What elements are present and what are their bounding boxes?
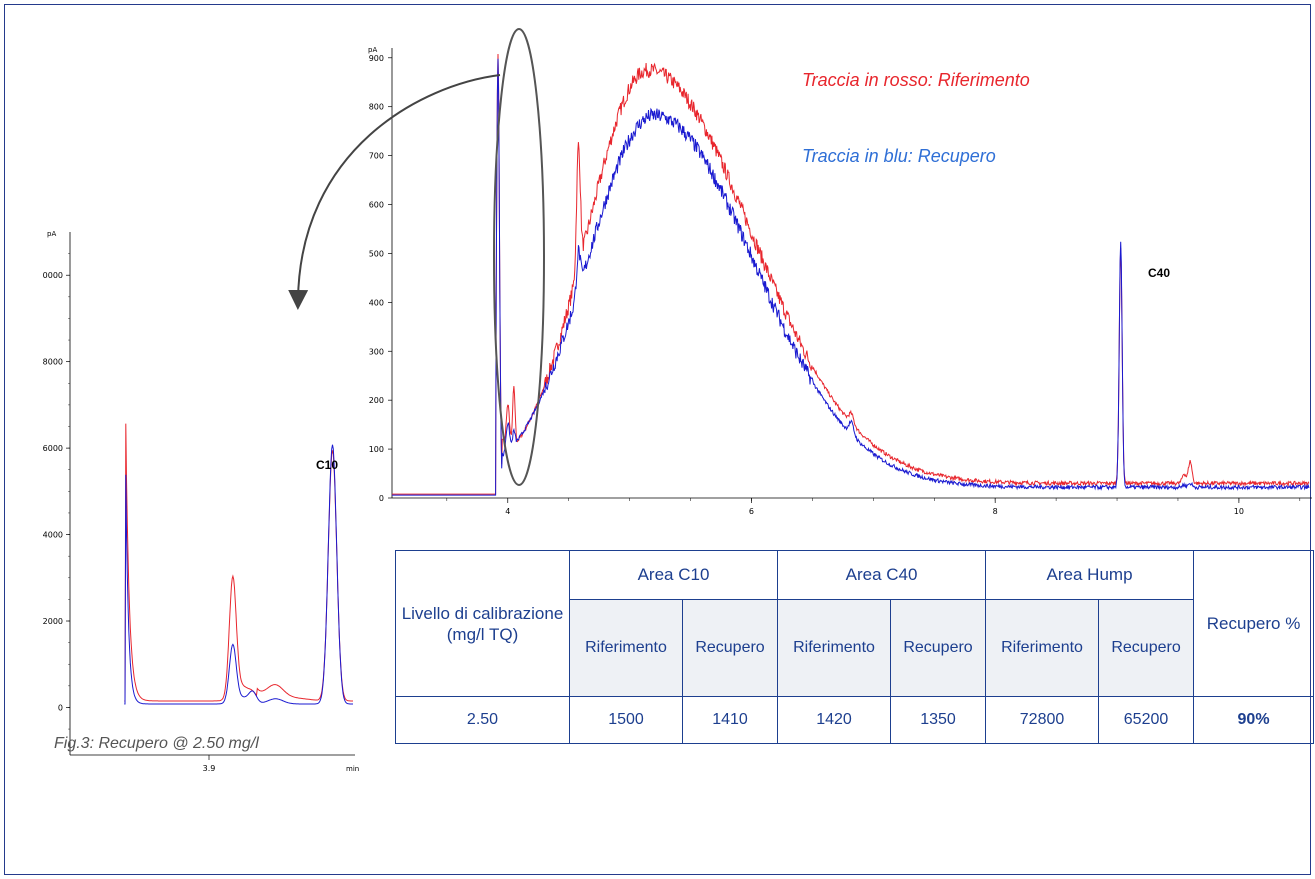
zoom-arrow (288, 74, 501, 310)
sub-header: Recupero (890, 599, 987, 697)
level-header: Livello di calibrazione (mg/l TQ) (395, 550, 570, 697)
zoom-ellipse (493, 28, 545, 486)
sub-header: Recupero (681, 599, 779, 697)
results-table: Livello di calibrazione (mg/l TQ) Area C… (395, 550, 1315, 744)
sub-header: Recupero (1098, 599, 1195, 697)
main-y-tick: 500 (369, 249, 384, 258)
zoom-y-tick: 8000 (43, 358, 63, 367)
table-cell: 72800 (985, 696, 1100, 744)
zoom-y-tick: 6000 (43, 444, 63, 453)
table-cell: 65200 (1098, 696, 1195, 744)
zoom-series-blue (124, 444, 353, 705)
zoom-y-tick: 4000 (43, 531, 63, 540)
main-y-tick: 600 (369, 201, 384, 210)
legend-blue: Traccia in blu: Recupero (802, 146, 996, 166)
zoom-series-red (124, 423, 353, 702)
recovery-value: 90% (1193, 696, 1315, 744)
zoom-y-tick: 2000 (43, 617, 63, 626)
zoom-x-tick: 3.9 (203, 764, 216, 773)
sub-header: Riferimento (985, 599, 1100, 697)
figure-frame (4, 4, 1311, 875)
recovery-header: Recupero % (1193, 550, 1315, 697)
sub-header: Riferimento (569, 599, 683, 697)
zoom-x-unit: min (346, 765, 359, 773)
main-y-tick: 900 (369, 54, 384, 63)
zoom-y-tick: 0 (58, 703, 63, 712)
peak-label-c10: C10 (316, 458, 338, 472)
zoom-y-unit: pA (47, 230, 56, 238)
main-x-tick: 10 (1234, 507, 1244, 516)
table-cell: 1500 (569, 696, 683, 744)
legend-red: Traccia in rosso: Riferimento (802, 70, 1030, 90)
main-y-unit: pA (368, 46, 377, 54)
main-x-tick: 8 (993, 507, 998, 516)
main-y-tick: 200 (369, 396, 384, 405)
figure-caption: Fig.3: Recupero @ 2.50 mg/l (54, 735, 259, 752)
table-cell: 1410 (681, 696, 779, 744)
main-y-tick: 700 (369, 152, 384, 161)
main-y-tick: 0 (379, 494, 384, 503)
peak-label-c40: C40 (1148, 266, 1170, 280)
main-y-tick: 100 (369, 445, 384, 454)
area-c10-header: Area C10 (568, 550, 779, 600)
level-value: 2.50 (395, 696, 570, 744)
table-cell: 1350 (890, 696, 987, 744)
main-series-blue (392, 58, 1310, 496)
main-x-tick: 4 (505, 507, 510, 516)
area-c40-header: Area C40 (777, 550, 987, 600)
zoom-y-tick: 0000 (43, 271, 63, 280)
table-cell: 1420 (777, 696, 892, 744)
main-x-tick: 6 (749, 507, 754, 516)
sub-header: Riferimento (777, 599, 892, 697)
main-y-tick: 400 (369, 298, 384, 307)
main-y-tick: 300 (369, 347, 384, 356)
main-series-red (392, 53, 1310, 495)
area-hump-header: Area Hump (985, 550, 1195, 600)
main-y-tick: 800 (369, 103, 384, 112)
